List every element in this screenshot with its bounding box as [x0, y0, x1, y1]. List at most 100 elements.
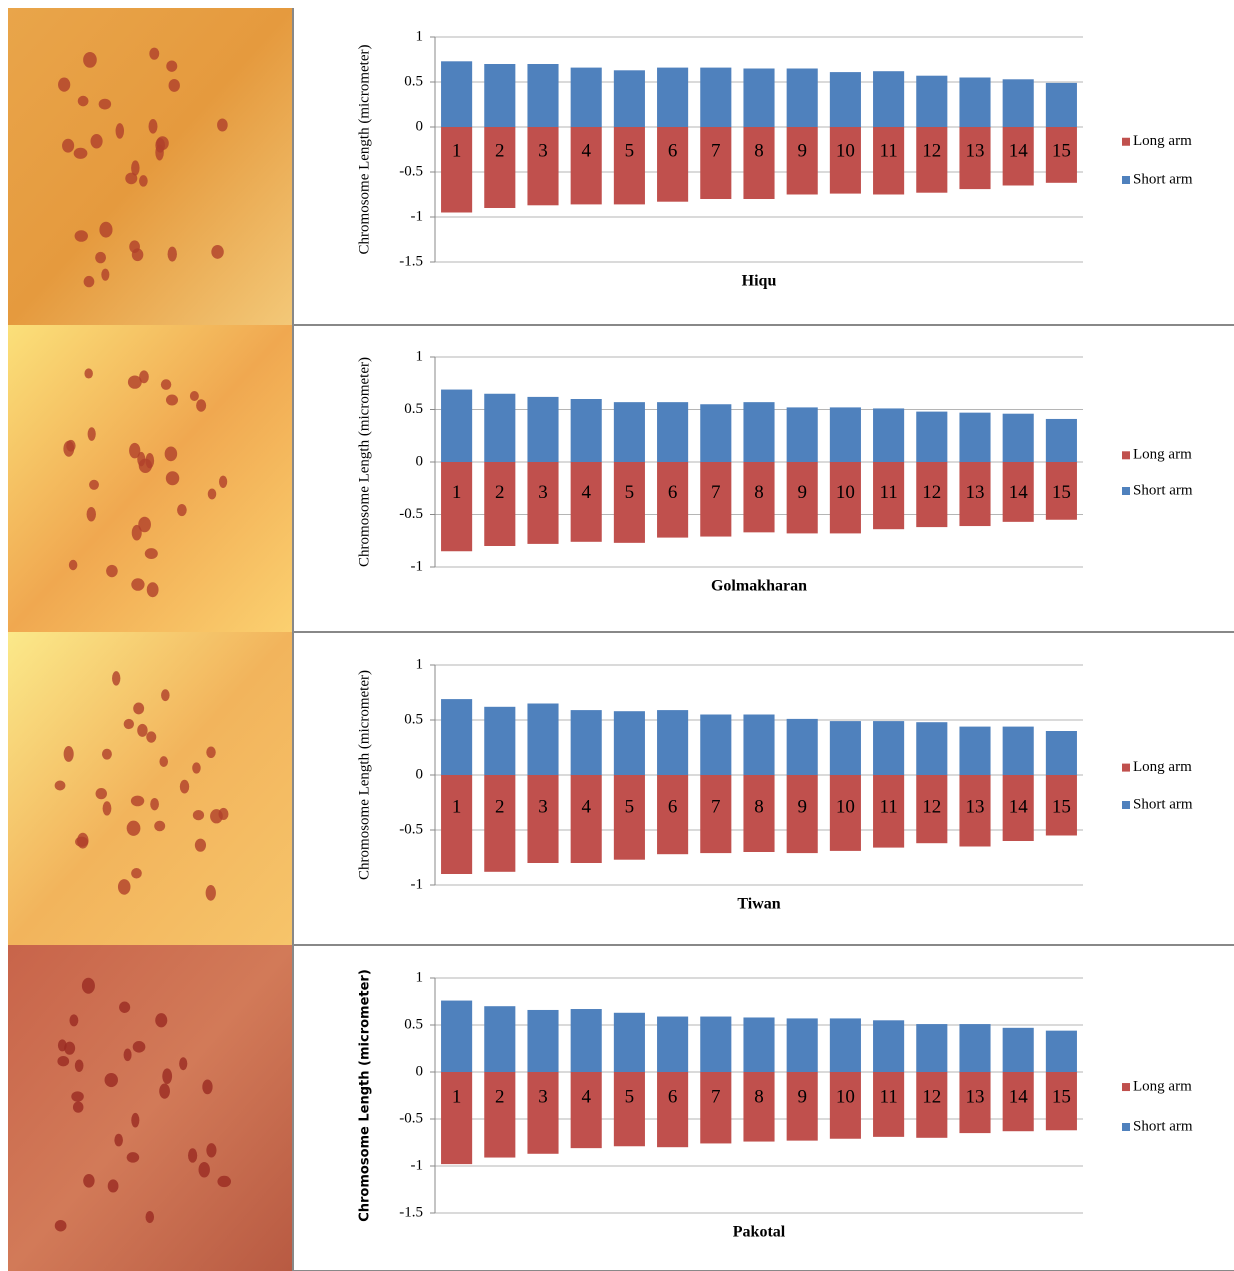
chromosome-spot: [196, 399, 206, 412]
y-tick-label: 1: [416, 348, 424, 364]
category-label: 7: [711, 796, 721, 817]
x-axis-title: Golmakharan: [711, 578, 807, 595]
category-label: 8: [754, 1087, 764, 1108]
chromosome-spot: [101, 269, 109, 281]
chromosome-spot: [180, 780, 189, 794]
chromosome-spot: [127, 821, 141, 836]
chromosome-spot: [127, 1152, 140, 1163]
y-tick-label: -0.5: [399, 163, 423, 179]
legend-label: Long arm: [1133, 759, 1192, 775]
bar: [614, 127, 645, 204]
chromosome-spot: [192, 762, 201, 773]
category-label: 10: [836, 796, 855, 817]
y-tick-label: 0: [416, 118, 424, 134]
chromosome-spot: [78, 96, 89, 107]
category-label: 11: [879, 1087, 897, 1108]
bar: [614, 402, 645, 462]
chromosome-spot: [208, 489, 217, 500]
category-label: 15: [1052, 141, 1071, 162]
chromosome-spot: [96, 788, 107, 799]
y-tick-label: -1.5: [399, 253, 423, 269]
bar: [787, 69, 818, 128]
chromosome-spot: [129, 443, 140, 458]
legend-label: Short arm: [1133, 796, 1193, 812]
chromosome-spot: [112, 671, 120, 685]
bar: [571, 775, 602, 863]
chromosome-spot: [69, 560, 77, 570]
category-label: 1: [452, 1087, 462, 1108]
chromosome-spot: [168, 247, 177, 262]
category-label: 3: [538, 796, 548, 817]
category-label: 15: [1052, 1087, 1071, 1108]
category-label: 3: [538, 482, 548, 503]
y-axis-title: Chromosome Length (micrometer): [356, 45, 372, 255]
chromosome-spot: [55, 781, 66, 791]
legend-label: Short arm: [1133, 482, 1193, 498]
bar: [484, 127, 515, 208]
category-label: 9: [797, 482, 807, 503]
bar: [916, 722, 947, 775]
bar: [743, 715, 774, 776]
bar: [484, 64, 515, 127]
bar: [700, 1017, 731, 1072]
chromosome-spot: [84, 276, 95, 287]
chromosome-spot: [159, 1084, 170, 1099]
bar: [657, 402, 688, 462]
bar: [441, 462, 472, 551]
chromosome-spot: [149, 48, 159, 60]
chromosome-spot: [137, 724, 147, 737]
bar: [830, 1018, 861, 1072]
chromosome-spot: [166, 471, 179, 485]
bar: [484, 707, 515, 775]
category-label: 9: [797, 141, 807, 162]
category-label: 1: [452, 482, 462, 503]
category-label: 10: [836, 1087, 855, 1108]
category-label: 12: [922, 141, 941, 162]
category-label: 2: [495, 1087, 505, 1108]
category-label: 4: [581, 796, 591, 817]
legend-swatch: [1122, 764, 1130, 772]
category-label: 7: [711, 141, 721, 162]
chromosome-spot: [169, 79, 180, 92]
chromosome-spot: [102, 749, 112, 760]
bar: [614, 1072, 645, 1146]
bar: [484, 775, 515, 872]
bar: [916, 1024, 947, 1072]
chromosome-spot: [165, 447, 178, 462]
chromosome-spot: [103, 801, 112, 815]
legend-swatch: [1122, 138, 1130, 146]
bar: [527, 704, 558, 776]
chromosome-spot: [161, 379, 171, 390]
chromosome-spot: [114, 1134, 123, 1147]
bar: [441, 1001, 472, 1072]
chromosome-spot: [154, 821, 165, 832]
category-label: 5: [625, 796, 635, 817]
bar: [830, 72, 861, 127]
legend-swatch: [1122, 1083, 1130, 1091]
category-label: 14: [1009, 796, 1029, 817]
bar: [873, 721, 904, 775]
bar: [441, 775, 472, 874]
bar: [527, 1010, 558, 1072]
chromosome-spot: [146, 731, 156, 742]
chromosome-spot: [116, 123, 124, 139]
y-tick-label: 0.5: [404, 401, 423, 417]
chromosome-spot: [118, 879, 131, 895]
bar: [830, 407, 861, 462]
y-tick-label: 0: [416, 1063, 424, 1079]
chromosome-spot: [195, 839, 206, 852]
chromosome-spot: [131, 868, 142, 879]
category-label: 5: [625, 482, 635, 503]
chromosome-spot: [206, 1143, 216, 1157]
category-label: 11: [879, 141, 897, 162]
chromosome-spot: [155, 1013, 167, 1027]
chromosome-spot: [146, 1211, 155, 1223]
chromosome-spot: [218, 808, 228, 820]
bar: [959, 1024, 990, 1072]
legend-swatch: [1122, 801, 1130, 809]
bar: [1046, 83, 1077, 127]
bar: [959, 78, 990, 128]
bar: [743, 402, 774, 462]
category-label: 5: [625, 1087, 635, 1108]
category-label: 4: [581, 482, 591, 503]
